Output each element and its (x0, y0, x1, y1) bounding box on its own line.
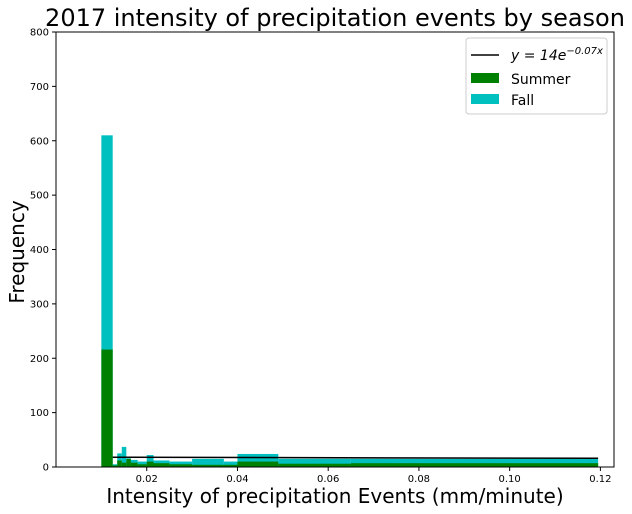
x-tick-label: 0.06 (317, 474, 339, 485)
legend-fall-swatch (471, 94, 499, 104)
x-tick-label: 0.08 (408, 474, 430, 485)
legend-box (465, 37, 608, 115)
bar-summer-3 (121, 462, 127, 467)
bar-summer-2 (117, 460, 122, 467)
bar-summer-10 (192, 464, 238, 467)
y-tick-label: 500 (30, 191, 49, 202)
bar-summer-4 (126, 458, 131, 467)
y-tick-label: 200 (30, 354, 49, 365)
y-tick-label: 300 (30, 299, 49, 310)
y-tick-label: 600 (30, 136, 49, 147)
legend-fit-line-label: y = 14e−0.07x (510, 46, 603, 64)
x-tick-label: 0.04 (226, 474, 248, 485)
legend-fall-label: Fall (511, 93, 534, 109)
bar-fall-14 (350, 458, 599, 467)
bar-summer-6 (137, 464, 147, 467)
y-tick-label: 700 (30, 82, 49, 93)
bar-summer-11 (237, 461, 279, 467)
legend-fit-line-prefix: y = 14e (510, 48, 566, 64)
series-summer-bars (101, 349, 599, 467)
bar-summer-5 (130, 462, 138, 467)
bar-summer-8 (153, 463, 170, 467)
series-fall-bars (101, 135, 599, 467)
chart-title: 2017 intensity of precipitation events b… (45, 4, 625, 32)
y-tick-label: 800 (30, 28, 49, 39)
x-axis-label: Intensity of precipitation Events (mm/mi… (106, 484, 563, 508)
bar-fall-10 (192, 458, 224, 467)
bar-summer-0 (101, 349, 113, 467)
bar-summer-13 (350, 463, 599, 467)
y-axis-label: Frequency (5, 200, 29, 303)
bar-fall-7 (146, 455, 154, 467)
x-tick-label: 0.12 (589, 474, 611, 485)
bar-summer-7 (146, 461, 154, 467)
x-tick-label: 0.10 (499, 474, 521, 485)
fit-line (112, 456, 599, 460)
y-axis-ticks: 0 100 200 300 400 500 600 700 800 (30, 28, 56, 474)
bar-summer-9 (169, 464, 193, 467)
y-tick-label: 0 (43, 463, 49, 474)
legend: y = 14e−0.07x Summer Fall (465, 37, 608, 115)
x-axis-ticks: 0.02 0.04 0.06 0.08 0.10 0.12 (136, 467, 612, 485)
bar-fall-0 (101, 135, 113, 467)
legend-summer-swatch (471, 73, 499, 83)
y-tick-label: 400 (30, 245, 49, 256)
bar-summer-12 (278, 463, 351, 467)
legend-summer-label: Summer (511, 72, 571, 88)
bar-fall-11 (223, 461, 238, 467)
legend-fit-line-exponent: −0.07x (566, 46, 603, 57)
bar-summer-1 (112, 465, 118, 467)
y-tick-label: 100 (30, 408, 49, 419)
x-tick-label: 0.02 (136, 474, 158, 485)
bar-fall-2 (117, 453, 122, 467)
bar-fall-13 (278, 458, 351, 467)
